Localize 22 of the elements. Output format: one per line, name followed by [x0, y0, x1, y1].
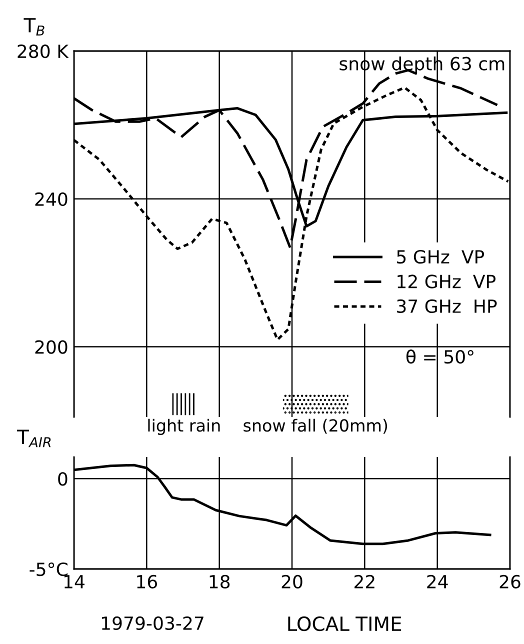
y-axis-title: T$_{B}$	[24, 18, 44, 36]
x-tick-label: 24	[427, 574, 448, 588]
y-tick-label: -5°C	[30, 562, 68, 576]
legend-label: 12 GHz VP	[398, 274, 496, 288]
annotation: θ = 50°	[406, 350, 474, 364]
x-axis-title: LOCAL TIME	[288, 616, 402, 632]
band-label: snow fall (20mm)	[244, 418, 388, 434]
x-tick-label: 22	[354, 574, 374, 588]
text: 1979-03-27	[102, 616, 204, 630]
x-tick-label: 16	[137, 574, 158, 589]
y-tick-label: 0	[58, 472, 68, 486]
legend-label: 37 GHz HP	[397, 299, 497, 314]
band-label: light rain	[148, 418, 220, 435]
legend-label: 5 GHz VP	[397, 250, 484, 264]
y-tick-label: 240	[35, 192, 68, 206]
x-tick-label: 18	[210, 574, 230, 589]
x-tick-label: 20	[282, 574, 302, 589]
y-tick-label: 280 K	[18, 44, 69, 58]
x-tick-label: 14	[64, 575, 84, 588]
x-tick-label: 26	[500, 574, 520, 589]
y-axis-title: T$_{AIR}$	[17, 430, 51, 448]
y-tick-label: 200	[35, 340, 68, 354]
